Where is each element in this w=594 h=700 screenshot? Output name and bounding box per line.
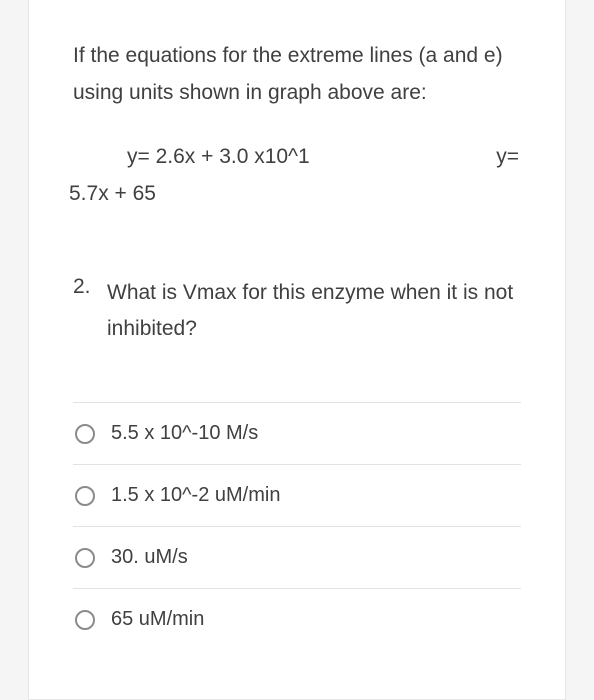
equation-e-rest: 5.7x + 65 — [69, 182, 156, 205]
option-label: 5.5 x 10^-10 M/s — [111, 422, 258, 445]
equation-line-2: 5.7x + 65 — [69, 175, 521, 213]
radio-icon[interactable] — [75, 548, 95, 568]
option-label: 1.5 x 10^-2 uM/min — [111, 484, 280, 507]
radio-icon[interactable] — [75, 424, 95, 444]
question-number: 2. — [73, 275, 107, 346]
option-row[interactable]: 65 uM/min — [73, 588, 521, 637]
option-row[interactable]: 1.5 x 10^-2 uM/min — [73, 464, 521, 526]
question-card: If the equations for the extreme lines (… — [28, 0, 566, 700]
equation-e-start: y= — [496, 138, 521, 176]
equations-block: y= 2.6x + 3.0 x10^1 y= 5.7x + 65 — [73, 138, 521, 214]
option-row[interactable]: 5.5 x 10^-10 M/s — [73, 402, 521, 464]
answer-options: 5.5 x 10^-10 M/s 1.5 x 10^-2 uM/min 30. … — [73, 402, 521, 637]
radio-icon[interactable] — [75, 486, 95, 506]
option-label: 65 uM/min — [111, 608, 204, 631]
radio-icon[interactable] — [75, 610, 95, 630]
question-text: What is Vmax for this enzyme when it is … — [107, 275, 521, 346]
intro-paragraph: If the equations for the extreme lines (… — [73, 38, 521, 112]
option-label: 30. uM/s — [111, 546, 188, 569]
option-row[interactable]: 30. uM/s — [73, 526, 521, 588]
question-block: 2. What is Vmax for this enzyme when it … — [73, 275, 521, 346]
equation-line-1: y= 2.6x + 3.0 x10^1 y= — [127, 138, 521, 176]
equation-a: y= 2.6x + 3.0 x10^1 — [127, 138, 310, 176]
